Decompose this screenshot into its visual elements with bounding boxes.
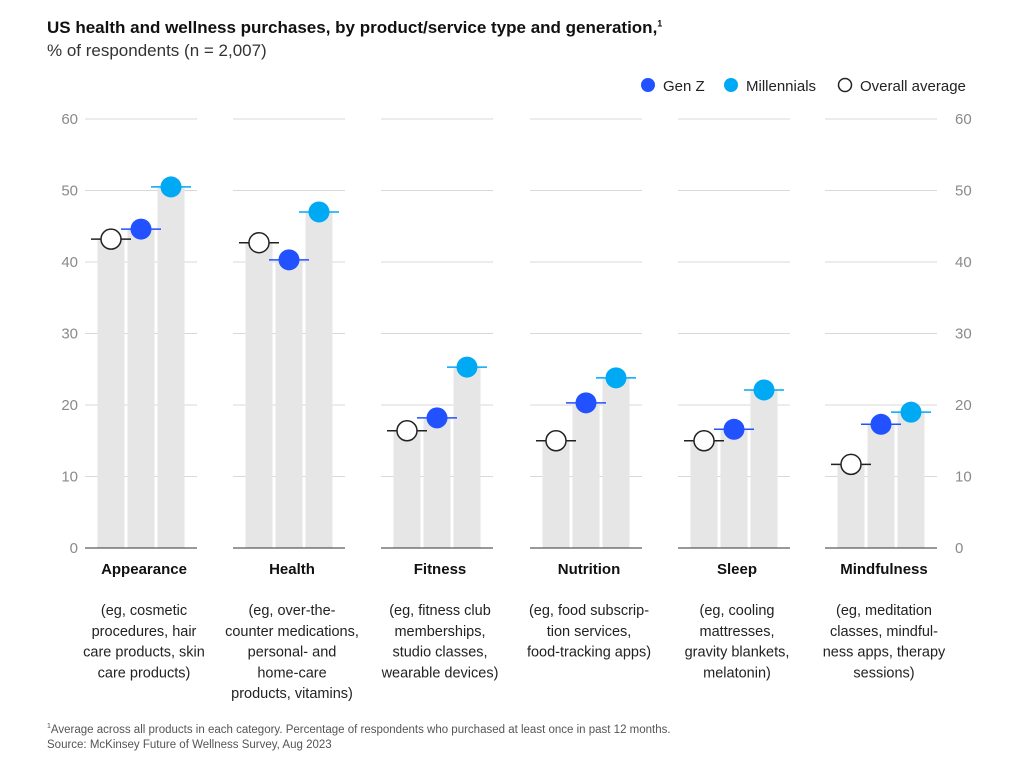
bar-millennials — [750, 389, 778, 548]
bar-millennials — [157, 186, 185, 549]
bar-millennials — [897, 412, 925, 548]
data-point-gen-z — [870, 413, 892, 435]
category-description: (eg, fitness club — [389, 603, 491, 619]
category-label: Nutrition — [558, 561, 620, 578]
category-description: studio classes, — [392, 645, 487, 661]
y-tick-left: 60 — [61, 111, 78, 128]
y-tick-right: 40 — [955, 254, 972, 271]
y-tick-left: 20 — [61, 397, 78, 414]
data-point-overall-average — [396, 419, 418, 442]
data-point-gen-z — [278, 249, 300, 271]
category-description: products, vitamins) — [231, 686, 353, 702]
bar-gen-z — [867, 424, 895, 548]
bar-overall-average — [690, 440, 718, 548]
footnote-text: Average across all products in each cate… — [50, 723, 671, 736]
y-tick-left: 0 — [70, 540, 78, 557]
category-label: Sleep — [717, 561, 757, 578]
y-tick-left: 50 — [61, 183, 78, 200]
bar-overall-average — [245, 242, 273, 548]
data-point-millennials — [753, 379, 775, 401]
legend-overall-average-icon — [837, 77, 853, 93]
title-text: US health and wellness purchases, by pro… — [47, 18, 658, 37]
data-point-overall-average — [545, 430, 567, 452]
category-label: Health — [269, 561, 315, 578]
category-label: Fitness — [414, 561, 467, 578]
category-description: gravity blankets, — [685, 645, 790, 661]
y-tick-right: 50 — [955, 183, 972, 200]
data-point-overall-average — [693, 430, 715, 452]
y-tick-left: 30 — [61, 326, 78, 343]
category-description: memberships, — [394, 624, 485, 640]
category-description: procedures, hair — [92, 624, 197, 640]
y-tick-right: 60 — [955, 111, 972, 128]
legend-label: Gen Z — [663, 78, 705, 95]
bar-overall-average — [97, 239, 125, 548]
category-description: (eg, meditation — [836, 603, 932, 619]
data-point-gen-z — [426, 407, 448, 429]
legend-label: Overall average — [860, 78, 966, 95]
category-description: counter medications, — [225, 624, 359, 640]
chart-title: US health and wellness purchases, by pro… — [47, 18, 662, 38]
category-description: home-care — [257, 665, 326, 681]
category-description: (eg, food subscrip- — [529, 603, 649, 619]
y-tick-left: 40 — [61, 254, 78, 271]
chart-subtitle: % of respondents (n = 2,007) — [47, 41, 267, 60]
bar-millennials — [602, 377, 630, 548]
source-text: Source: McKinsey Future of Wellness Surv… — [47, 738, 332, 751]
category-label: Mindfulness — [840, 561, 928, 578]
data-point-millennials — [160, 176, 182, 198]
data-point-gen-z — [723, 418, 745, 440]
footnote: 1Average across all products in each cat… — [47, 719, 671, 753]
data-point-millennials — [308, 201, 330, 223]
bar-gen-z — [423, 417, 451, 548]
bar-millennials — [305, 211, 333, 548]
category-description: personal- and — [248, 645, 337, 661]
data-point-millennials — [900, 401, 922, 423]
y-tick-left: 10 — [61, 469, 78, 486]
category-description: sessions) — [853, 665, 914, 681]
category-description: (eg, cooling — [700, 603, 775, 619]
category-description: food-tracking apps) — [527, 645, 651, 661]
category-description: (eg, cosmetic — [101, 603, 187, 619]
category-description: care products, skin — [83, 645, 205, 661]
category-description: tion services, — [547, 624, 632, 640]
y-tick-right: 10 — [955, 469, 972, 486]
legend-gen-z-icon — [641, 78, 655, 92]
bar-overall-average — [837, 464, 865, 548]
data-point-overall-average — [248, 231, 270, 254]
category-description: care products) — [98, 665, 191, 681]
bar-gen-z — [127, 229, 155, 549]
category-label: Appearance — [101, 561, 187, 578]
data-point-overall-average — [840, 453, 862, 476]
bar-gen-z — [275, 259, 303, 548]
footnote-marker: 1 — [47, 723, 51, 730]
bar-gen-z — [572, 402, 600, 548]
data-point-gen-z — [130, 218, 152, 240]
data-point-gen-z — [575, 392, 597, 414]
bar-overall-average — [393, 430, 421, 548]
y-tick-right: 0 — [955, 540, 963, 557]
category-description: wearable devices) — [381, 665, 499, 681]
data-point-millennials — [456, 356, 478, 378]
category-description: mattresses, — [700, 624, 775, 640]
data-point-millennials — [605, 367, 627, 389]
category-description: (eg, over-the- — [248, 603, 335, 619]
legend-millennials-icon — [724, 78, 738, 92]
legend-label: Millennials — [746, 78, 816, 95]
y-tick-right: 20 — [955, 397, 972, 414]
bar-millennials — [453, 367, 481, 548]
data-point-overall-average — [100, 228, 122, 250]
bar-gen-z — [720, 429, 748, 548]
title-footnote-marker: 1 — [657, 18, 663, 29]
bar-overall-average — [542, 440, 570, 548]
y-tick-right: 30 — [955, 326, 972, 343]
category-description: ness apps, therapy — [823, 645, 946, 661]
category-description: melatonin) — [703, 665, 771, 681]
category-description: classes, mindful- — [830, 624, 938, 640]
